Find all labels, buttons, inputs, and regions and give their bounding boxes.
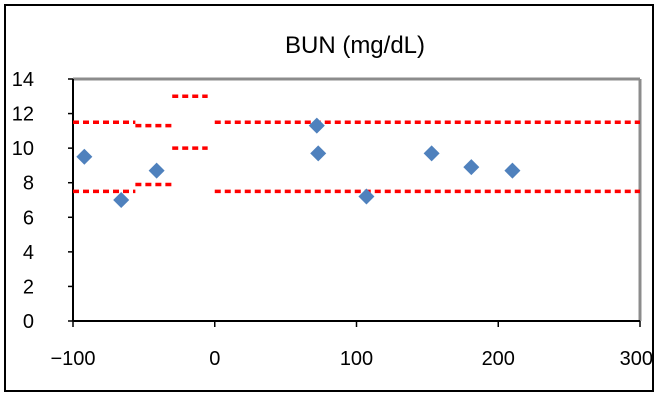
y-tick-label: 4 [23,242,34,264]
data-point [423,145,440,162]
data-point [76,148,93,165]
chart-frame [4,4,654,392]
data-point [358,188,375,205]
x-tick-label: 100 [340,348,373,370]
y-tick-label: 0 [23,311,34,333]
y-axis-ticks: 0 2 4 6 8 10 12 14 [12,69,73,333]
y-tick-label: 8 [23,173,34,195]
x-axis-ticks: −100 0 100 200 300 [50,321,653,370]
plot-area [72,77,642,322]
data-point [504,162,521,179]
data-points [76,117,521,208]
data-point [310,145,327,162]
data-point [463,159,480,176]
y-tick-label: 12 [12,104,34,126]
x-tick-label: 300 [620,348,653,370]
reference-lines [73,94,640,194]
data-point [113,192,130,208]
y-tick-label: 14 [12,69,34,91]
data-point [308,117,325,134]
y-tick-label: 2 [23,276,34,298]
x-tick-label: −100 [50,348,95,370]
chart-title: BUN (mg/dL) [285,32,425,59]
y-tick-label: 6 [23,207,34,229]
y-tick-label: 10 [12,138,34,160]
data-point [148,162,165,179]
x-tick-label: 0 [209,348,220,370]
x-tick-label: 200 [482,348,515,370]
